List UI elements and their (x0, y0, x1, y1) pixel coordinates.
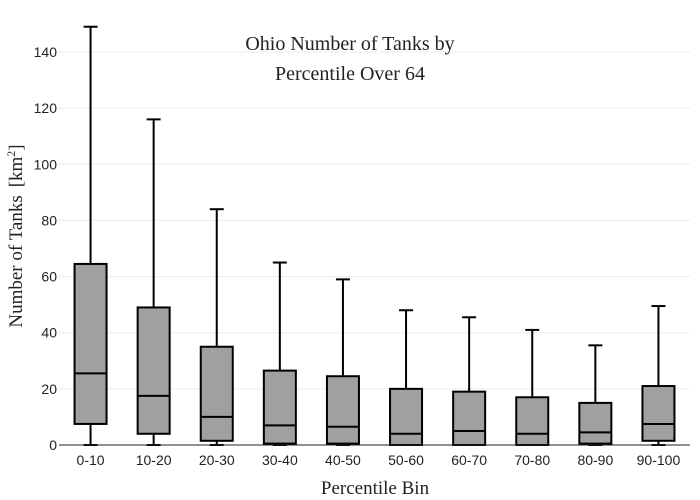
x-tick-label: 30-40 (262, 452, 298, 468)
iqr-box (199, 345, 234, 442)
y-tick-labels: 0 20 40 60 80 100 120 140 (34, 44, 58, 453)
x-tick-label: 20-30 (199, 452, 235, 468)
iqr-box (641, 385, 676, 442)
y-tick-label: 60 (41, 269, 57, 285)
y-axis-label-main: Number of Tanks (6, 195, 27, 327)
x-tick-label: 50-60 (388, 452, 424, 468)
y-tick-label: 40 (41, 325, 57, 341)
x-tick-label: 60-70 (451, 452, 487, 468)
iqr-box (578, 401, 613, 445)
box-0-10 (73, 25, 108, 446)
box-90-100 (641, 305, 676, 446)
chart-title-line-2: Percentile Over 64 (275, 63, 425, 85)
x-tick-labels: 0-10 10-20 20-30 30-40 40-50 50-60 60-70 70-80 8… (77, 452, 681, 468)
y-axis-label: Number of Tanks [km2] (4, 144, 27, 327)
x-tick-label: 90-100 (637, 452, 681, 468)
box-series (73, 25, 676, 447)
box-60-70 (452, 316, 487, 446)
iqr-box (262, 369, 297, 445)
box-50-60 (389, 309, 424, 447)
y-tick-label: 20 (41, 381, 57, 397)
y-tick-label: 120 (34, 100, 58, 116)
y-axis-label-unit-exponent: 2 (4, 151, 18, 157)
x-tick-label: 10-20 (136, 452, 172, 468)
iqr-box (389, 387, 424, 447)
y-tick-label: 100 (34, 156, 58, 172)
y-axis-label-unit-close: ] (6, 144, 27, 150)
iqr-box (136, 306, 171, 435)
x-tick-label: 40-50 (325, 452, 361, 468)
y-tick-label: 0 (49, 437, 57, 453)
iqr-box (515, 396, 550, 446)
x-tick-label: 70-80 (514, 452, 550, 468)
box-30-40 (262, 261, 297, 446)
iqr-box (73, 262, 108, 425)
chart-title-line-1: Ohio Number of Tanks by (245, 33, 454, 55)
iqr-box (452, 390, 487, 446)
x-axis-label: Percentile Bin (321, 478, 430, 499)
x-tick-label: 80-90 (577, 452, 613, 468)
iqr-box (325, 375, 360, 445)
box-70-80 (515, 328, 550, 446)
box-40-50 (325, 278, 360, 446)
y-axis-label-unit: [km (6, 156, 27, 187)
x-tick-label: 0-10 (77, 452, 105, 468)
box-20-30 (199, 208, 234, 446)
box-10-20 (136, 118, 171, 446)
y-tick-label: 80 (41, 212, 57, 228)
box-80-90 (578, 344, 613, 446)
y-tick-label: 140 (34, 44, 58, 60)
